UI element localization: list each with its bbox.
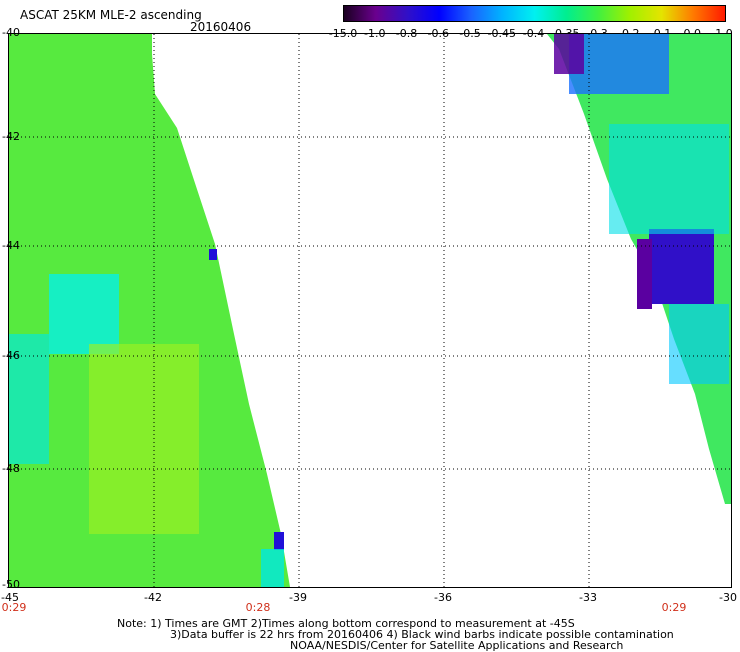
right-cyan-low <box>669 304 729 384</box>
lon-tick: -33 <box>579 591 597 604</box>
left-blue-spot <box>209 249 217 260</box>
footer-note-2: 3)Data buffer is 22 hrs from 20160406 4)… <box>170 628 674 641</box>
left-cyan-bottom <box>261 549 284 587</box>
left-swath <box>9 34 290 587</box>
right-blue-top <box>569 34 669 94</box>
time-label: 0:29 <box>1 601 27 614</box>
lon-tick: -45 <box>1 591 19 604</box>
lon-tick: -42 <box>144 591 162 604</box>
lat-tick: -46 <box>2 349 20 362</box>
lat-tick: -50 <box>2 578 20 591</box>
map-plot <box>8 33 732 588</box>
left-blue-spot-2 <box>274 532 284 550</box>
lon-tick: -39 <box>289 591 307 604</box>
graticule <box>9 34 731 587</box>
lat-tick: -40 <box>2 26 20 39</box>
right-purple-edge <box>637 239 652 309</box>
lat-tick: -44 <box>2 239 20 252</box>
lat-tick: -48 <box>2 462 20 475</box>
right-purple-top <box>554 34 584 74</box>
right-blue-core <box>649 229 714 304</box>
product-title: ASCAT 25KM MLE-2 ascending <box>20 8 202 22</box>
footer-note-1: Note: 1) Times are GMT 2)Times along bot… <box>117 617 575 630</box>
left-cyan-patch <box>49 274 119 354</box>
swath-layer <box>9 34 731 587</box>
right-cyan-mid <box>609 124 729 234</box>
footer-credit: NOAA/NESDIS/Center for Satellite Applica… <box>290 639 624 652</box>
time-label: 0:29 <box>661 601 687 614</box>
lon-tick: -30 <box>719 591 737 604</box>
lon-tick: -36 <box>434 591 452 604</box>
left-yellowgreen-patch <box>89 344 199 534</box>
product-date: 20160406 <box>190 20 252 34</box>
time-label: 0:28 <box>245 601 271 614</box>
colorbar <box>343 5 726 22</box>
lat-tick: -42 <box>2 130 20 143</box>
